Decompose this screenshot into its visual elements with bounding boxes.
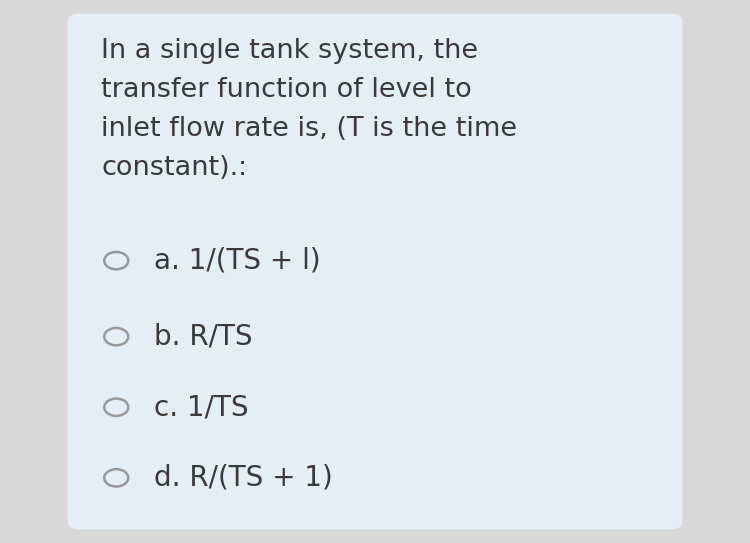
FancyBboxPatch shape — [68, 14, 682, 529]
Text: c. 1/TS: c. 1/TS — [154, 393, 248, 421]
Text: b. R/TS: b. R/TS — [154, 323, 252, 351]
Text: a. 1/(TS + l): a. 1/(TS + l) — [154, 247, 320, 275]
Text: d. R/(TS + 1): d. R/(TS + 1) — [154, 464, 332, 492]
Text: In a single tank system, the
transfer function of level to
inlet flow rate is, (: In a single tank system, the transfer fu… — [101, 38, 518, 181]
